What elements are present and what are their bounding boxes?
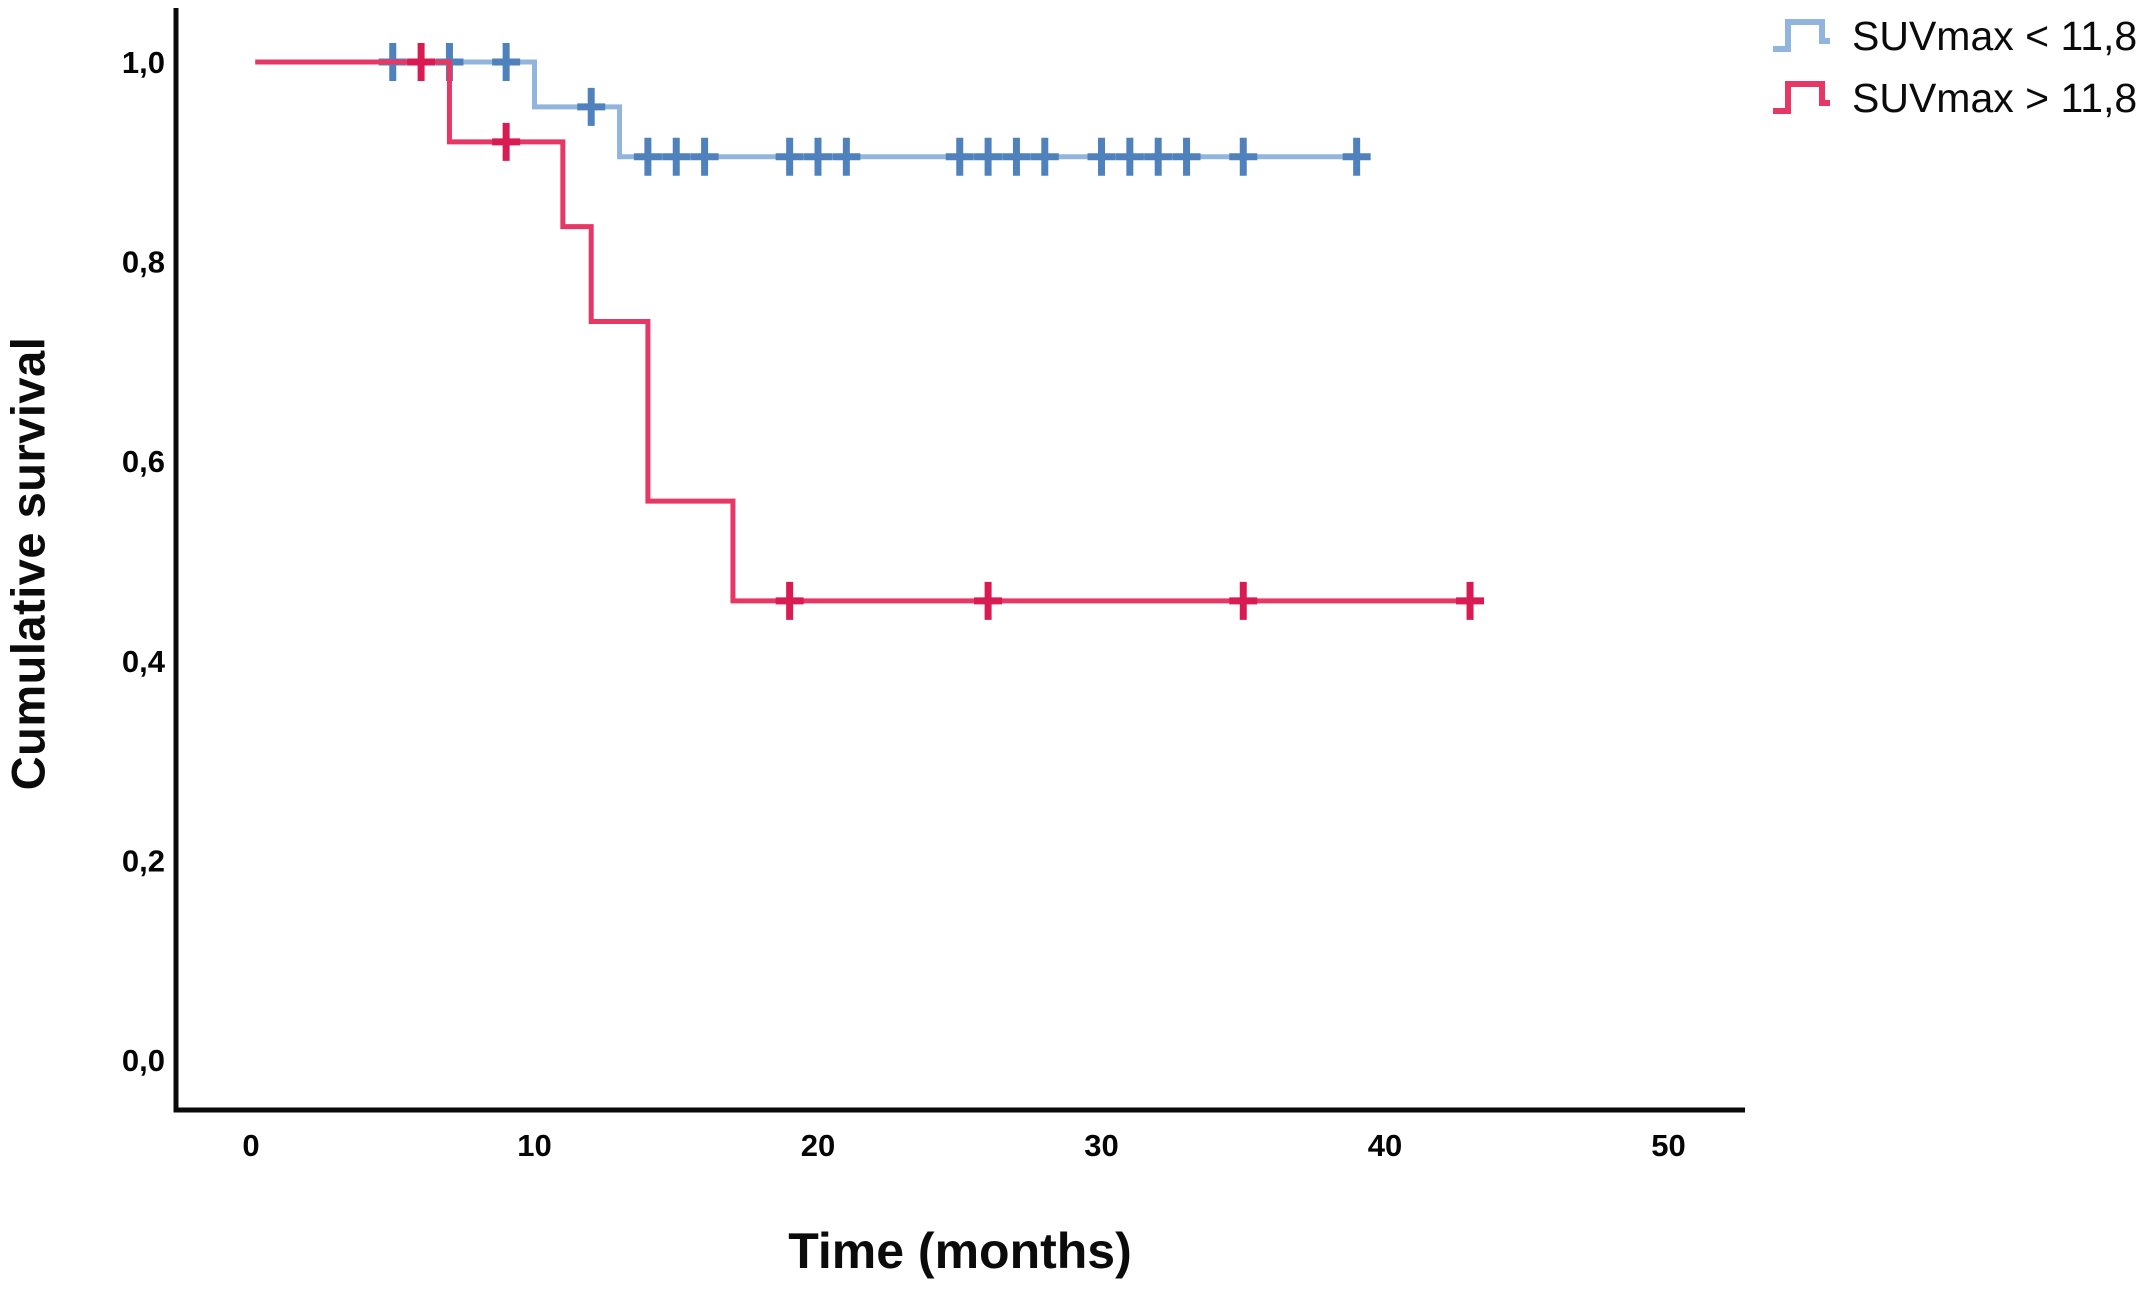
y-tick-label: 0,4 — [122, 644, 166, 679]
censor-marks-1 — [407, 43, 1485, 620]
axis-lines — [173, 8, 1745, 1113]
legend-label: SUVmax > 11,8 — [1852, 74, 2138, 121]
y-tick-label: 0,2 — [122, 843, 165, 878]
x-tick-label: 20 — [801, 1128, 835, 1163]
y-tick-label: 0,0 — [122, 1043, 165, 1078]
x-tick-label: 0 — [242, 1128, 259, 1163]
y-tick-label: 0,6 — [122, 444, 165, 479]
y-tick-label: 1,0 — [122, 45, 165, 80]
x-tick-label: 50 — [1651, 1128, 1685, 1163]
step-line-icon — [1773, 81, 1830, 114]
x-tick-label: 40 — [1368, 1128, 1402, 1163]
legend-label: SUVmax < 11,8 — [1852, 12, 2138, 59]
series-curve-1 — [255, 59, 1476, 604]
legend: SUVmax < 11,8 SUVmax > 11,8 — [1770, 8, 2137, 126]
x-tick-label: 30 — [1084, 1128, 1118, 1163]
legend-item-suvmax-low: SUVmax < 11,8 — [1770, 8, 2137, 64]
x-axis-title: Time (months) — [788, 1223, 1132, 1279]
y-tick-label: 0,8 — [122, 245, 165, 280]
step-line-icon — [1773, 19, 1830, 52]
x-tick-label: 10 — [517, 1128, 551, 1163]
series-curve-0 — [255, 59, 1366, 160]
y-axis-title: Cumulative survival — [1, 336, 55, 791]
legend-item-suvmax-high: SUVmax > 11,8 — [1770, 70, 2137, 126]
